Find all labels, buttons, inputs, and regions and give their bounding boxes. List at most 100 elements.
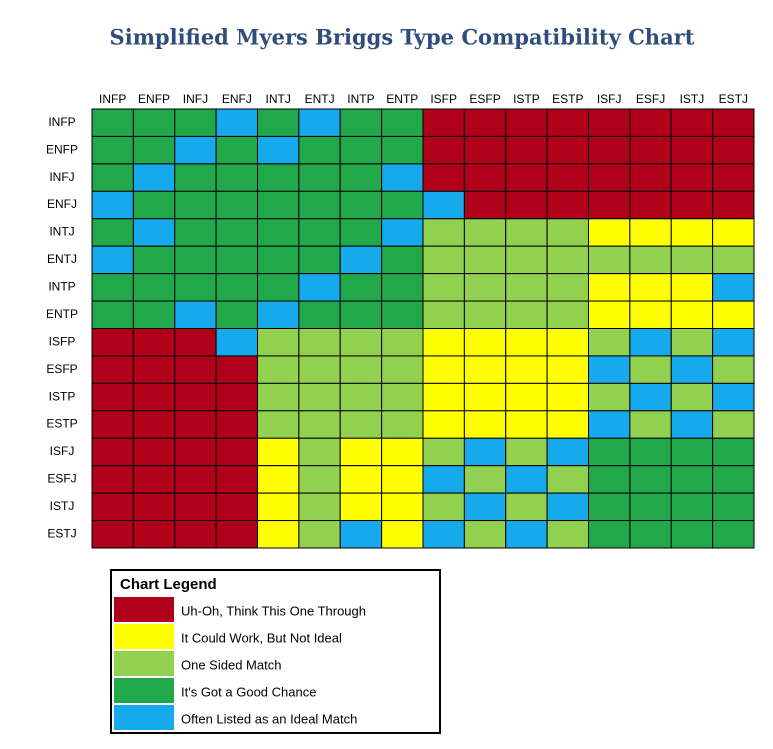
- cell: [132, 273, 176, 302]
- cell: [381, 135, 424, 165]
- legend-swatch: [114, 597, 174, 622]
- cell: [381, 410, 424, 439]
- cell: [712, 190, 755, 220]
- cell: [132, 465, 176, 494]
- cell: [257, 218, 300, 247]
- cell: [712, 465, 755, 494]
- cell: [670, 190, 714, 220]
- cell: [174, 108, 217, 137]
- cell: [546, 410, 589, 439]
- cell: [670, 273, 714, 302]
- y-tick-label: ESTP: [46, 417, 77, 431]
- cell: [381, 382, 424, 412]
- cell: [174, 437, 217, 467]
- cell: [257, 520, 300, 549]
- cell: [339, 410, 383, 439]
- cell: [215, 437, 258, 467]
- cell: [670, 355, 714, 384]
- cell: [463, 465, 507, 494]
- cell: [381, 190, 424, 220]
- cell: [132, 492, 176, 522]
- legend-label: One Sided Match: [181, 657, 281, 672]
- y-tick-label: ENTP: [46, 307, 78, 321]
- cell: [132, 382, 176, 412]
- legend-label: Often Listed as an Ideal Match: [181, 711, 357, 726]
- cell: [381, 520, 424, 549]
- cell: [339, 492, 383, 522]
- cell: [546, 245, 589, 275]
- cell: [215, 108, 258, 137]
- cell: [670, 218, 714, 247]
- cell: [629, 328, 672, 357]
- cell: [215, 273, 258, 302]
- cell: [132, 163, 176, 192]
- y-tick-label: ESFP: [46, 362, 77, 376]
- cell: [257, 382, 300, 412]
- x-tick-label: INFJ: [183, 92, 208, 106]
- cell: [91, 190, 134, 220]
- cell: [670, 108, 714, 137]
- legend-swatch: [114, 651, 174, 676]
- cell: [588, 245, 631, 275]
- cell: [670, 328, 714, 357]
- cell: [588, 382, 631, 412]
- cell: [463, 355, 507, 384]
- cell: [463, 520, 507, 549]
- cell: [629, 218, 672, 247]
- y-tick-label: ENFJ: [47, 197, 77, 211]
- cell: [215, 465, 258, 494]
- cell: [298, 520, 341, 549]
- cell: [712, 245, 755, 275]
- cell: [132, 218, 176, 247]
- cell: [629, 492, 672, 522]
- legend-swatch: [114, 678, 174, 703]
- cell: [132, 355, 176, 384]
- cell: [91, 108, 134, 137]
- x-tick-label: ENFJ: [222, 92, 252, 106]
- cell: [712, 108, 755, 137]
- cell: [712, 355, 755, 384]
- cell: [215, 218, 258, 247]
- cell: [422, 492, 465, 522]
- cell: [670, 163, 714, 192]
- y-tick-label: INFJ: [49, 170, 74, 184]
- cell: [422, 300, 465, 329]
- cell: [215, 410, 258, 439]
- cell: [257, 163, 300, 192]
- cell: [546, 328, 589, 357]
- cell: [505, 355, 548, 384]
- cell: [505, 382, 548, 412]
- y-tick-label: ISFJ: [50, 444, 75, 458]
- cell: [339, 163, 383, 192]
- cell: [339, 465, 383, 494]
- cell: [298, 218, 341, 247]
- cell: [422, 382, 465, 412]
- cell: [91, 135, 134, 165]
- cell: [629, 520, 672, 549]
- cell: [670, 437, 714, 467]
- cell: [257, 465, 300, 494]
- cell: [629, 190, 672, 220]
- cell: [712, 135, 755, 165]
- x-tick-label: INTJ: [266, 92, 291, 106]
- cell: [91, 300, 134, 329]
- cell: [257, 190, 300, 220]
- cell: [339, 520, 383, 549]
- cell: [546, 355, 589, 384]
- cell: [463, 382, 507, 412]
- cell: [505, 437, 548, 467]
- cell: [381, 218, 424, 247]
- cell: [298, 355, 341, 384]
- cell: [215, 355, 258, 384]
- cell: [298, 273, 341, 302]
- cell: [463, 218, 507, 247]
- cell: [91, 382, 134, 412]
- x-tick-label: ENFP: [138, 92, 170, 106]
- cell: [132, 190, 176, 220]
- x-tick-label: ESFJ: [636, 92, 665, 106]
- cell: [215, 135, 258, 165]
- cell: [546, 437, 589, 467]
- cell: [546, 382, 589, 412]
- cell: [257, 328, 300, 357]
- x-tick-label: INFP: [99, 92, 126, 106]
